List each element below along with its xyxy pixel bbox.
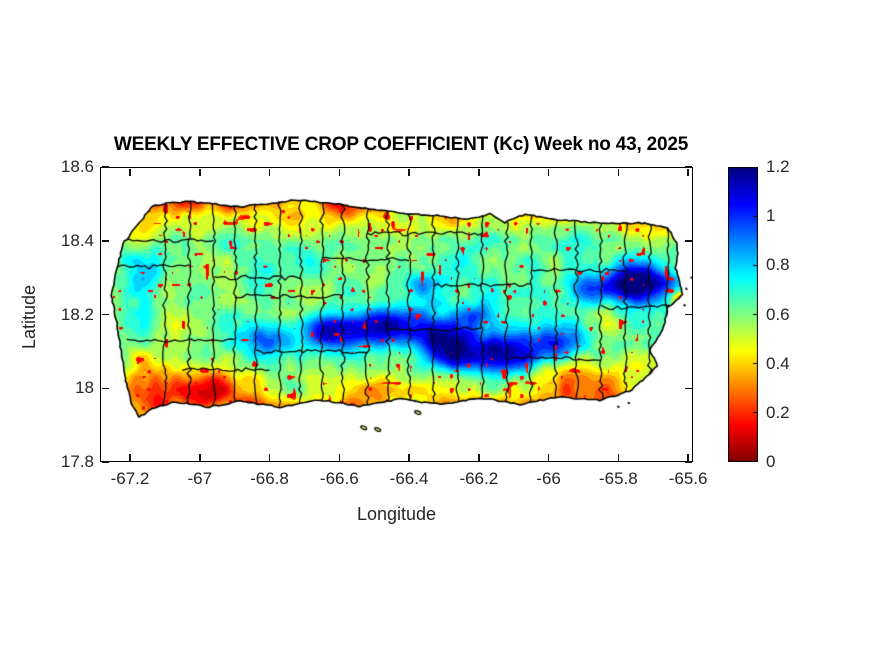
- x-tick-label: -66.4: [389, 469, 429, 488]
- x-tick-label: -66.6: [319, 469, 359, 488]
- y-tick-label: 17.8: [60, 452, 94, 471]
- x-axis-label: Longitude: [356, 504, 437, 524]
- x-tick-label: -67.2: [110, 469, 150, 488]
- x-tick-label: -66: [536, 469, 561, 488]
- colorbar-tick-label: 1.2: [766, 157, 790, 176]
- x-tick-label: -65.6: [668, 469, 708, 488]
- colorbar-tick-label: 1: [766, 206, 776, 226]
- y-axis-label: Latitude: [19, 284, 39, 350]
- y-tick-label: 18.2: [60, 304, 94, 324]
- y-tick-label: 18: [75, 378, 94, 398]
- chart-title: WEEKLY EFFECTIVE CROP COEFFICIENT (Kc) W…: [113, 134, 689, 155]
- x-tick-label: -65.8: [598, 469, 638, 488]
- colorbar: [728, 167, 758, 462]
- colorbar-tick-label: 0.6: [766, 304, 790, 324]
- y-tick-label: 18.4: [60, 230, 94, 250]
- x-tick-label: -66.8: [250, 469, 289, 488]
- x-tick-label: -67: [187, 469, 213, 488]
- colorbar-tick-label: 0.4: [766, 353, 790, 373]
- y-tick-label: 18.6: [60, 157, 94, 176]
- colorbar-tick-label: 0: [766, 452, 776, 471]
- kc-heatmap-canvas: [100, 167, 693, 462]
- colorbar-tick-label: 0.2: [766, 402, 790, 422]
- colorbar-tick-label: 0.8: [766, 255, 790, 275]
- x-tick-label: -66.2: [459, 469, 499, 488]
